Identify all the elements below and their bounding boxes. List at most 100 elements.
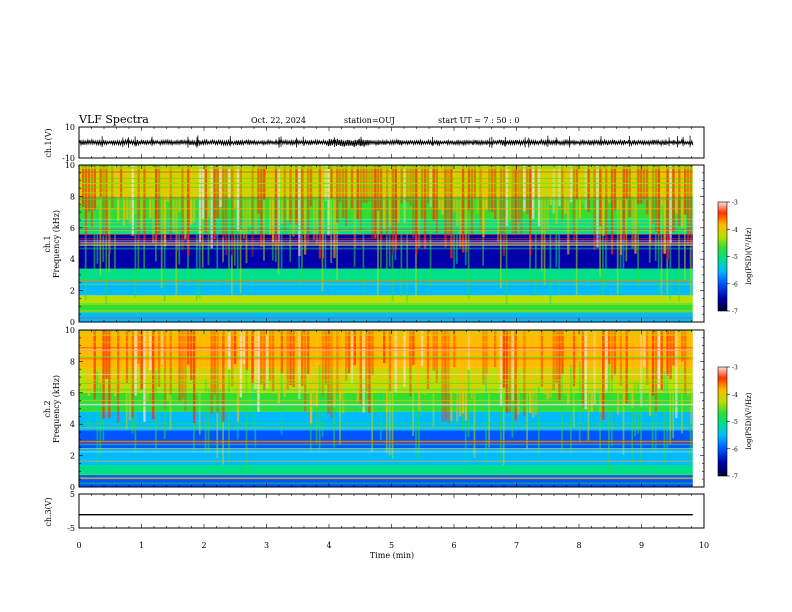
colorbar-tick-label: -6 — [732, 446, 738, 453]
spectrogram-streak — [128, 165, 132, 224]
spectrogram-streak — [444, 330, 447, 421]
spectrogram-streak — [397, 165, 400, 223]
x-tick-label: 7 — [514, 541, 519, 550]
spectrogram-streak — [458, 330, 462, 417]
spectrogram-streak — [587, 379, 590, 441]
spectrogram-streak — [596, 330, 599, 392]
spectrogram-streak — [353, 248, 356, 267]
x-tick-label: 4 — [326, 541, 331, 550]
spectrogram-streak — [198, 241, 201, 299]
colorbar-tick-label: -4 — [732, 392, 738, 399]
spectrogram-streak — [394, 330, 397, 392]
spectrogram-streak — [423, 330, 427, 395]
spectrogram-streak — [564, 165, 567, 214]
spectrogram-streak — [195, 165, 199, 200]
spectrogram-streak — [312, 330, 316, 407]
ch3-y-tick-label: 5 — [70, 490, 75, 499]
spectrogram-streak — [251, 165, 254, 257]
spectrogram-streak — [257, 165, 260, 214]
spectrogram-streak — [271, 165, 275, 242]
spectrogram-streak — [640, 165, 643, 204]
x-tick-label: 9 — [639, 541, 644, 550]
spectrogram-streak — [295, 165, 298, 225]
spectrogram-streak — [385, 235, 388, 272]
spectrogram-streak — [140, 330, 143, 390]
ch2-colorbar-label: log(PSD)(V²/Hz) — [745, 392, 753, 449]
spectrogram-streak — [330, 165, 333, 198]
spectrogram-streak — [321, 257, 324, 293]
spectrogram-streak — [277, 330, 281, 404]
spectrogram-streak — [248, 165, 251, 227]
spectrogram-streak — [134, 165, 137, 215]
spectrogram-streak — [453, 330, 456, 368]
spectrogram-streak — [371, 330, 374, 376]
spectrogram-streak — [321, 396, 324, 437]
spectrogram-streak — [467, 369, 470, 437]
spectrogram-streak — [298, 256, 300, 290]
spectrogram-streak — [292, 165, 295, 237]
spectrogram-streak — [675, 165, 678, 214]
spectrogram-streak — [155, 370, 157, 449]
spectrogram-streak — [228, 165, 231, 199]
spectrogram-band — [79, 165, 693, 197]
spectrogram-streak — [543, 330, 547, 395]
spectrogram-streak — [219, 165, 222, 208]
spectrogram-streak — [473, 373, 476, 458]
spectrogram-streak — [163, 330, 167, 410]
spectrogram-streak — [96, 165, 99, 208]
colorbar-tick-label: -3 — [732, 200, 738, 207]
ch1-y-tick-label: 10 — [65, 123, 75, 132]
spectrogram-streak — [160, 165, 164, 232]
spectrogram-streak — [114, 197, 116, 275]
spectrogram-streak — [599, 330, 602, 413]
spectrogram-streak — [301, 228, 303, 282]
spectrogram-streak — [450, 330, 453, 422]
spectrogram-streak — [654, 165, 658, 233]
spectrogram-streak — [178, 165, 181, 213]
frequency-tick-label: 2 — [70, 452, 75, 461]
spectrogram-streak — [301, 165, 304, 229]
spectrogram-streak — [84, 235, 87, 301]
ch1-waveform-panel: 10 -10 — [62, 123, 705, 163]
spectrogram-streak — [605, 165, 608, 242]
frequency-tick-label: 4 — [70, 420, 75, 429]
spectrogram-band — [79, 474, 693, 487]
spectrogram-streak — [111, 165, 114, 209]
frequency-tick-label: 0 — [70, 318, 75, 327]
spectrogram-streak — [488, 388, 490, 448]
spectrogram-streak — [619, 330, 623, 386]
spectrogram-streak — [648, 330, 652, 416]
spectrogram-streak — [251, 330, 254, 383]
spectrogram-streak — [584, 330, 587, 409]
spectrogram-streak — [339, 400, 341, 445]
spectrogram-streak — [678, 330, 681, 390]
spectrogram-streak — [236, 421, 239, 440]
spectrogram-streak — [248, 330, 251, 364]
spectrogram-streak — [561, 374, 563, 452]
spectrogram-streak — [368, 330, 371, 413]
spectrogram-streak — [660, 165, 663, 205]
spectrogram-streak — [681, 330, 684, 362]
spectrogram-streak — [643, 330, 646, 368]
spectrogram-streak — [339, 330, 342, 401]
spectrogram-streak — [681, 165, 684, 228]
spectrogram-streak — [231, 165, 234, 256]
spectrogram-streak — [155, 165, 158, 242]
spectrogram-band — [79, 465, 693, 475]
spectrogram-streak — [169, 165, 172, 240]
spectrogram-streak — [558, 206, 561, 295]
spectrogram-streak — [385, 165, 389, 236]
spectrogram-streak — [353, 165, 357, 249]
spectrogram-streak — [660, 204, 663, 301]
spectrogram-streak — [377, 210, 379, 306]
spectrogram-streak — [543, 165, 547, 224]
spectrogram-streak — [461, 330, 465, 414]
spectrogram-streak — [93, 330, 96, 400]
spectrogram-streak — [587, 165, 590, 212]
spectrogram-streak — [608, 363, 610, 472]
x-tick-label: 2 — [201, 541, 206, 550]
spectrogram-streak — [207, 165, 210, 218]
spectrogram-streak — [663, 371, 666, 463]
spectrogram-streak — [587, 330, 590, 380]
colorbar-tick-label: -5 — [732, 254, 738, 261]
